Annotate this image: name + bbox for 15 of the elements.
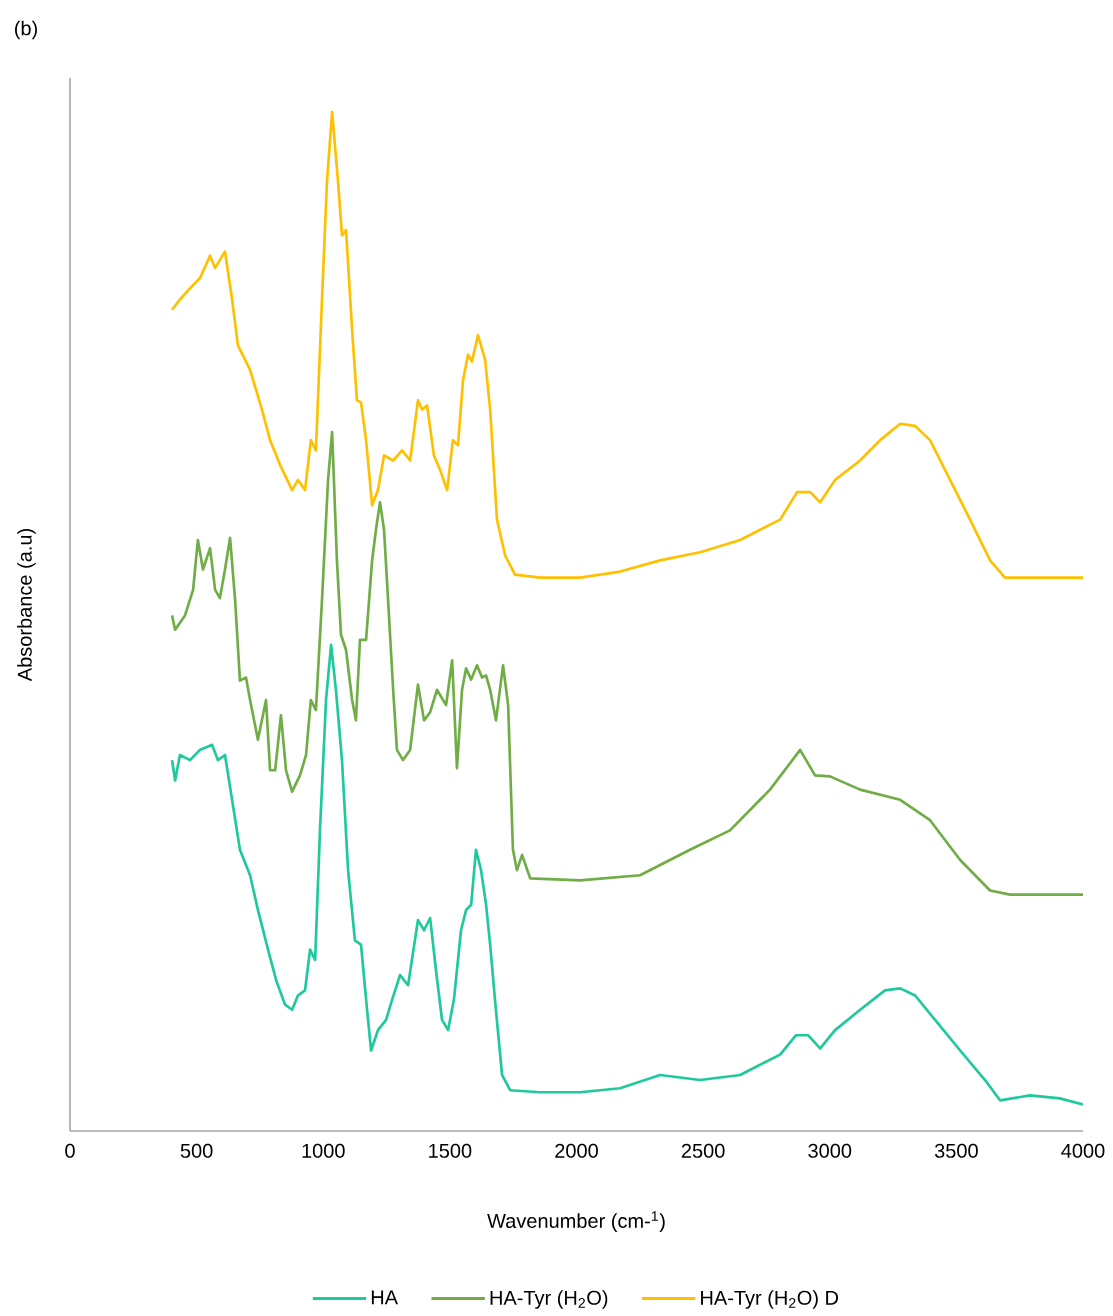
- x-tick-label: 2000: [555, 1143, 598, 1158]
- legend-label: HA-Tyr (H$_{2}$O): [490, 1290, 608, 1309]
- x-tick-label: 3500: [934, 1143, 978, 1158]
- x-tick-label: 3000: [808, 1143, 852, 1158]
- x-tick-label: 500: [180, 1143, 213, 1158]
- y-axis-title: Absorbance (a.u): [17, 529, 36, 682]
- x-tick-label: 1500: [429, 1143, 472, 1158]
- x-tick-label: 4000: [1061, 1143, 1105, 1158]
- x-tick-label: 2500: [681, 1143, 725, 1158]
- legend-label: HA: [371, 1290, 398, 1305]
- legend-label: HA-Tyr (H$_{2}$O) D: [701, 1290, 839, 1309]
- x-tick-label: 1000: [302, 1143, 345, 1158]
- chart-title: (b): [15, 20, 37, 40]
- x-axis-title: Wavenumber (cm-$^{1}$): [487, 1211, 665, 1232]
- x-tick-label: 0: [65, 1143, 75, 1158]
